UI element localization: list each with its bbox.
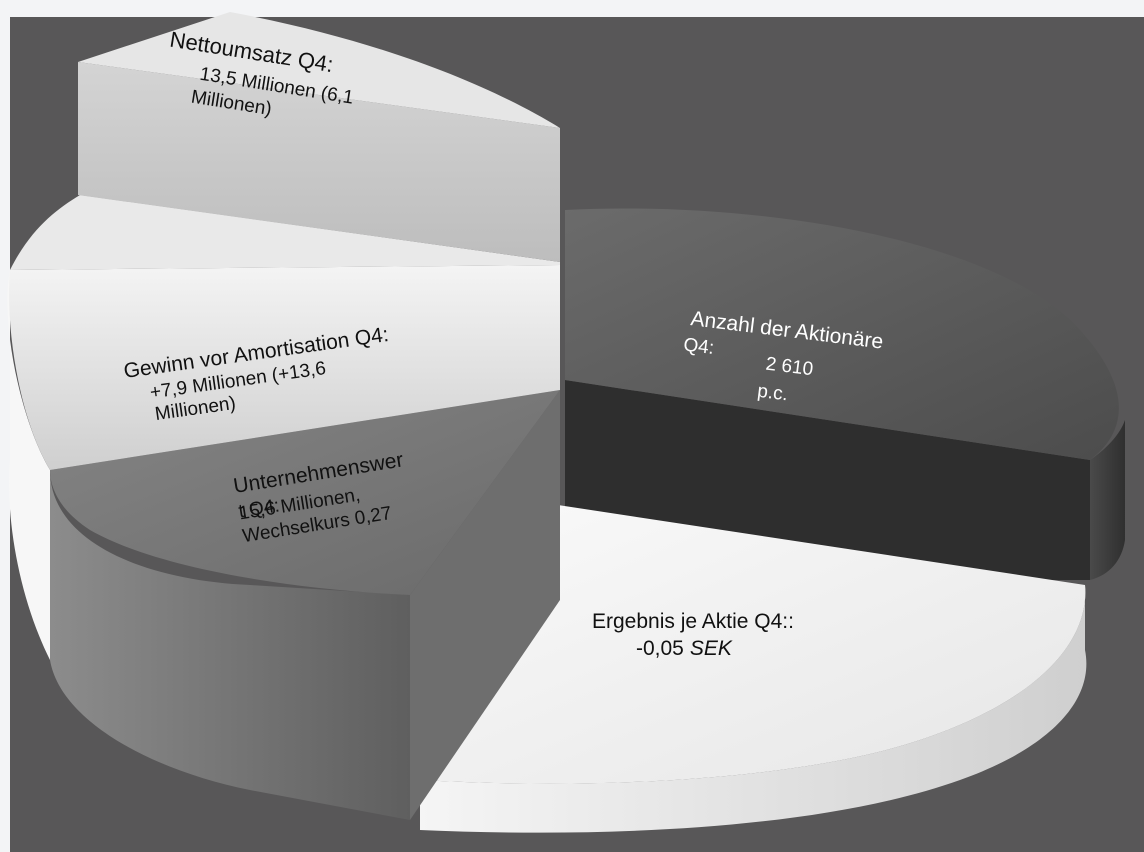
segment-ergebnis: [420, 500, 1087, 833]
segment-nettoumsatz: [78, 12, 560, 262]
label-ergebnis: Ergebnis je Aktie Q4:: -0,05 SEK: [592, 610, 794, 660]
ergebnis-title: Ergebnis je Aktie Q4::: [592, 610, 794, 633]
aktionaere-unit: p.c.: [756, 381, 789, 406]
ergebnis-value: -0,05: [636, 637, 684, 660]
segment-gewinn: [7, 195, 561, 660]
ergebnis-value-line: -0,05 SEK: [636, 637, 733, 660]
ergebnis-unit: SEK: [690, 637, 733, 660]
segment-unternehmenswert: [50, 390, 560, 820]
aktionaere-prefix: Q4:: [682, 334, 715, 359]
